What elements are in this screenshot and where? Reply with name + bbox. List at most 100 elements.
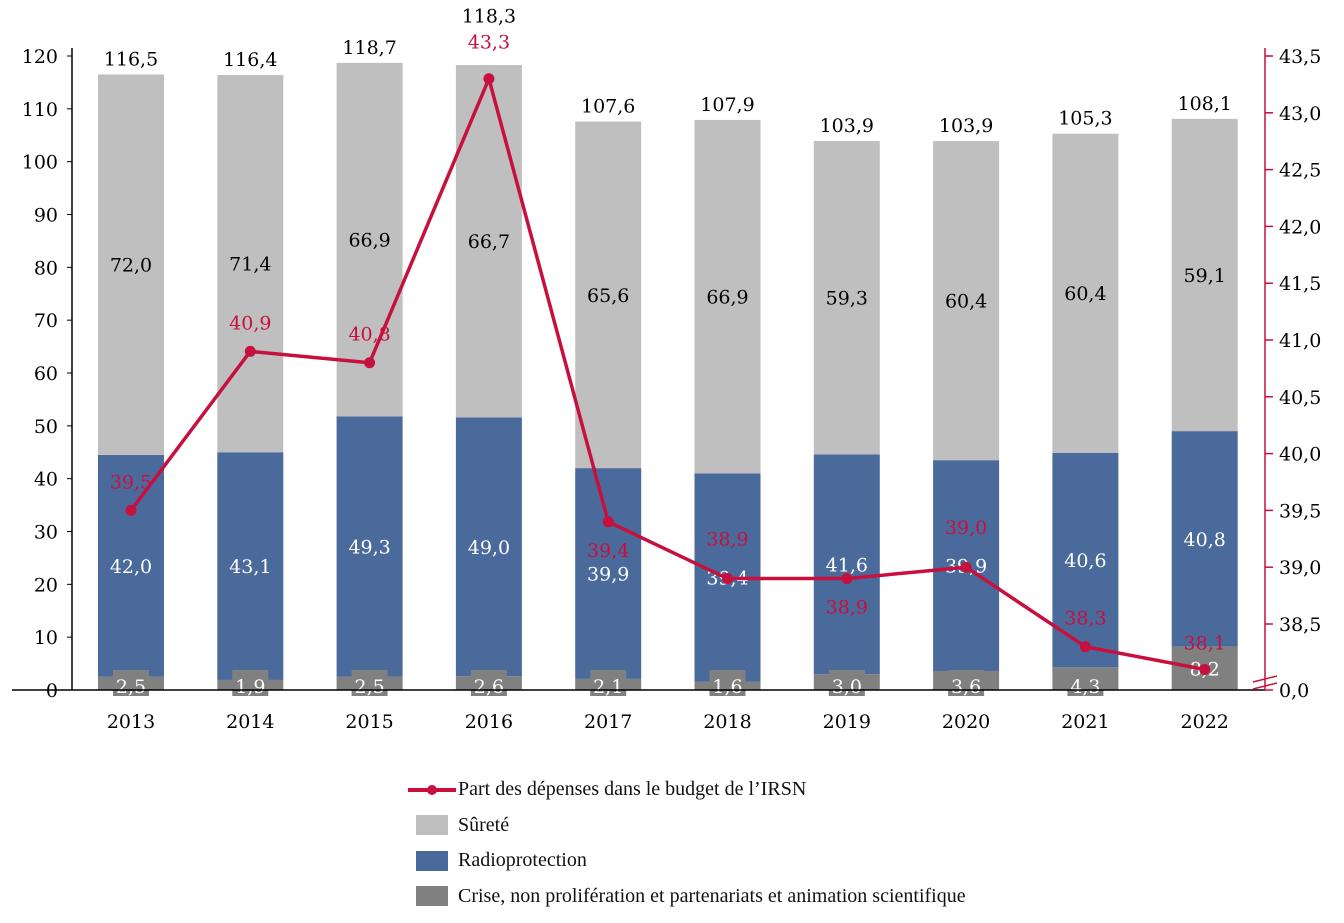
crise-label: 2,1: [593, 676, 623, 698]
legend-label: Crise, non prolifération et partenariats…: [458, 884, 966, 907]
x-tick-label: 2019: [823, 711, 871, 733]
y2-tick-label: 38,5: [1279, 614, 1321, 636]
bar-surete: [1171, 118, 1238, 432]
total-label: 116,4: [223, 49, 277, 71]
surete-label: 60,4: [945, 291, 987, 313]
total-label: 107,6: [581, 96, 635, 118]
y-tick-label: 20: [34, 574, 58, 596]
bar-surete: [694, 119, 761, 474]
line-label: 40,8: [348, 324, 390, 346]
y-tick-label: 110: [22, 99, 58, 121]
crise-label-box: [828, 670, 865, 696]
line-label: 38,9: [826, 597, 868, 619]
line-point: [1199, 663, 1211, 675]
total-label: 105,3: [1058, 108, 1112, 130]
bar-surete: [813, 141, 880, 455]
x-tick-label: 2021: [1061, 711, 1109, 733]
line-point: [602, 516, 614, 528]
line-label: 39,4: [587, 540, 629, 562]
radioprotection-label: 42,0: [110, 556, 152, 578]
x-tick-label: 2014: [226, 711, 274, 733]
chart-svg: 0 10 20 30 40 50 60 70 80 90 100 110 120 116,5 2,5 42,0…: [12, 6, 1321, 733]
bar-radioprotection: [1171, 431, 1238, 647]
y-tick-label: 50: [34, 416, 58, 438]
line-point: [125, 504, 137, 516]
y-tick-label: 10: [34, 627, 58, 649]
surete-label: 72,0: [110, 255, 152, 277]
surete-label: 59,1: [1184, 265, 1226, 287]
crise-label-box: [351, 670, 388, 696]
legend-line-swatch: [408, 780, 456, 800]
bar-radioprotection: [217, 452, 284, 680]
legend-item-radioprotection: Radioprotection: [408, 843, 966, 879]
total-label: 118,3: [462, 6, 516, 28]
crise-label: 1,6: [712, 676, 742, 698]
crise-label: 3,6: [951, 676, 981, 698]
y-tick-label: 70: [34, 310, 58, 332]
y2-tick-label: 42,5: [1279, 160, 1321, 182]
bar-radioprotection: [98, 454, 164, 677]
bar-radioprotection: [813, 454, 880, 675]
x-tick-label: 2022: [1181, 711, 1229, 733]
y2-tick-label: 40,0: [1279, 444, 1321, 466]
bar-radioprotection: [336, 416, 403, 677]
y-tick-label: 90: [34, 205, 58, 227]
crise-label: 4,3: [1070, 676, 1100, 698]
legend-swatch: [416, 850, 448, 871]
bar-radioprotection: [575, 468, 642, 679]
y2-tick-label: 39,0: [1279, 557, 1321, 579]
total-label: 118,7: [342, 37, 396, 59]
line-point: [364, 357, 376, 369]
radioprotection-label: 39,9: [587, 564, 629, 586]
bar-surete: [575, 121, 642, 469]
line-point: [841, 573, 853, 585]
radioprotection-label: 43,1: [229, 556, 271, 578]
legend-item-crise: Crise, non prolifération et partenariats…: [408, 879, 966, 915]
crise-label-box: [113, 670, 149, 696]
surete-label: 59,3: [826, 288, 868, 310]
line-label: 38,1: [1184, 632, 1226, 654]
line-label: 40,9: [229, 312, 271, 334]
legend: Part des dépenses dans le budget de l’IR…: [408, 772, 966, 914]
line-point: [244, 345, 256, 357]
x-tick-label: 2013: [107, 711, 155, 733]
axis-break-mark: [1252, 675, 1278, 683]
bar-surete: [455, 64, 522, 418]
legend-label: Part des dépenses dans le budget de l’IR…: [458, 778, 807, 801]
radioprotection-label: 49,0: [468, 537, 510, 559]
y-tick-label: 40: [34, 469, 58, 491]
line-label: 38,3: [1064, 608, 1106, 630]
crise-label-box: [709, 670, 746, 696]
line-label: 38,9: [706, 529, 748, 551]
line-series: [129, 76, 1206, 672]
crise-label: 1,9: [235, 676, 265, 698]
y2-tick-label: 42,0: [1279, 216, 1321, 238]
legend-label: Radioprotection: [458, 849, 587, 872]
bar-surete: [217, 75, 284, 453]
axis-break-mark: [1252, 682, 1278, 690]
y2-tick-label: 43,5: [1279, 46, 1321, 68]
crise-label-box: [232, 670, 269, 696]
line-point: [1079, 641, 1091, 653]
radioprotection-label: 49,3: [348, 537, 390, 559]
y-tick-label: 100: [22, 152, 58, 174]
y2-tick-label: 39,5: [1279, 500, 1321, 522]
line-point: [483, 73, 495, 85]
surete-label: 65,6: [587, 285, 629, 307]
x-tick-label: 2018: [703, 711, 751, 733]
y2-tick-label: 41,0: [1279, 330, 1321, 352]
total-label: 108,1: [1177, 93, 1231, 115]
crise-label: 3,0: [832, 676, 862, 698]
total-label: 107,9: [700, 94, 754, 116]
surete-label: 60,4: [1064, 283, 1106, 305]
crise-label-box: [948, 670, 985, 696]
bar-surete: [933, 141, 1000, 461]
radioprotection-label: 41,6: [826, 554, 868, 576]
x-tick-label: 2017: [584, 711, 632, 733]
radioprotection-label: 40,6: [1064, 550, 1106, 572]
legend-item-surete: Sûreté: [408, 808, 966, 844]
total-label: 103,9: [820, 115, 874, 137]
line-point: [960, 561, 972, 573]
crise-label: 2,5: [116, 676, 146, 698]
